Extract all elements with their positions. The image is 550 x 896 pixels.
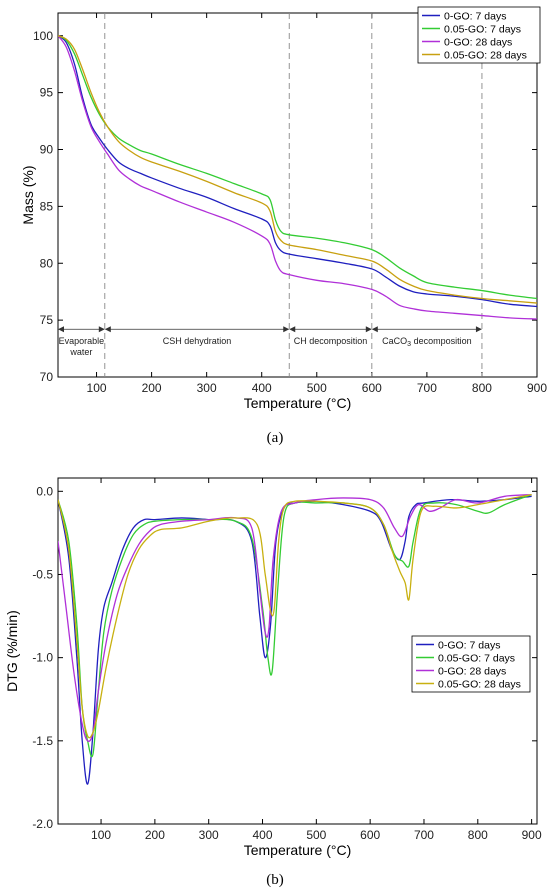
legend-label: 0.05-GO: 28 days [438,679,521,691]
x-axis-label: Temperature (°C) [244,842,352,858]
x-tick-label: 900 [522,828,542,842]
x-tick-label: 400 [253,828,273,842]
x-tick-label: 500 [306,828,326,842]
series-line-3 [58,35,537,320]
legend-label: 0-GO: 7 days [438,640,500,652]
series-group [58,35,537,320]
series-line-4 [58,493,532,739]
x-tick-label: 700 [417,381,437,395]
x-tick-label: 400 [252,381,272,395]
x-tick-label: 100 [87,381,107,395]
dtg-chart: 100 200 300 400 500 600 700 800 900 -2.0 -1.5 -1.0 -… [4,477,542,858]
legend-label: 0.05-GO: 7 days [438,653,515,665]
region-label: Evaporable [59,336,105,346]
region-label: CH decomposition [294,336,368,346]
plot-frame [57,12,538,378]
y-tick-label: 0.0 [36,484,53,498]
arrow-head-right [98,326,105,333]
y-tick-label: -1.5 [32,734,53,748]
x-tick-label: 600 [362,381,382,395]
series-line-2 [58,35,537,300]
x-tick-label: 600 [360,828,380,842]
x-tick-label: 200 [142,381,162,395]
mass-loss-chart: 100 200 300 400 500 600 700 800 900 70 75 80 85 90 95 1… [20,6,547,411]
x-tick-label: 700 [414,828,434,842]
legend-box [411,635,531,693]
y-tick-label: 75 [40,313,54,327]
legend-label: 0.05-GO: 7 days [444,24,521,36]
panel-label-b: (b) [266,872,284,888]
y-tick-label: 95 [40,86,54,100]
y-tick-label: 90 [40,143,54,157]
arrow-head-left [289,326,296,333]
series-group [58,493,532,785]
y-tick-label: 70 [40,370,54,384]
x-tick-label: 900 [527,381,547,395]
y-tick-label: -2.0 [32,817,53,831]
y-axis-label: Mass (%) [20,165,36,224]
panel-label-a: (a) [267,430,284,446]
y-tick-label: -0.5 [32,567,53,581]
region-label-line2: water [69,347,92,357]
arrow-head-right [283,326,290,333]
x-axis-label: Temperature (°C) [244,395,352,411]
x-tick-label: 100 [91,828,111,842]
x-tick-label: 500 [307,381,327,395]
legend-box [417,6,541,64]
arrow-head-right [475,326,482,333]
legend-label: 0-GO: 7 days [444,11,506,23]
y-tick-label: 100 [33,29,53,43]
legend-label: 0.05-GO: 28 days [444,50,527,62]
x-tick-label: 200 [145,828,165,842]
series-line-4 [58,35,537,304]
y-tick-label: -1.0 [32,651,53,665]
y-tick-label: 80 [40,256,54,270]
arrow-head-left [371,326,378,333]
series-line-3 [58,493,532,742]
arrow-head-right [365,326,372,333]
y-tick-label: 85 [40,199,54,213]
region-label: CaCO3 decomposition [382,336,471,348]
arrow-head-left [58,326,64,333]
x-tick-label: 800 [468,828,488,842]
series-line-1 [58,495,532,785]
x-tick-label: 800 [472,381,492,395]
plot-frame [57,477,538,825]
legend-label: 0-GO: 28 days [444,37,512,49]
x-tick-label: 300 [199,828,219,842]
series-line-1 [58,35,537,308]
region-label: CSH dehydration [163,336,232,346]
x-tick-label: 300 [197,381,217,395]
y-axis-label: DTG (%/min) [4,610,20,692]
arrow-head-left [104,326,111,333]
legend-label: 0-GO: 28 days [438,666,506,678]
